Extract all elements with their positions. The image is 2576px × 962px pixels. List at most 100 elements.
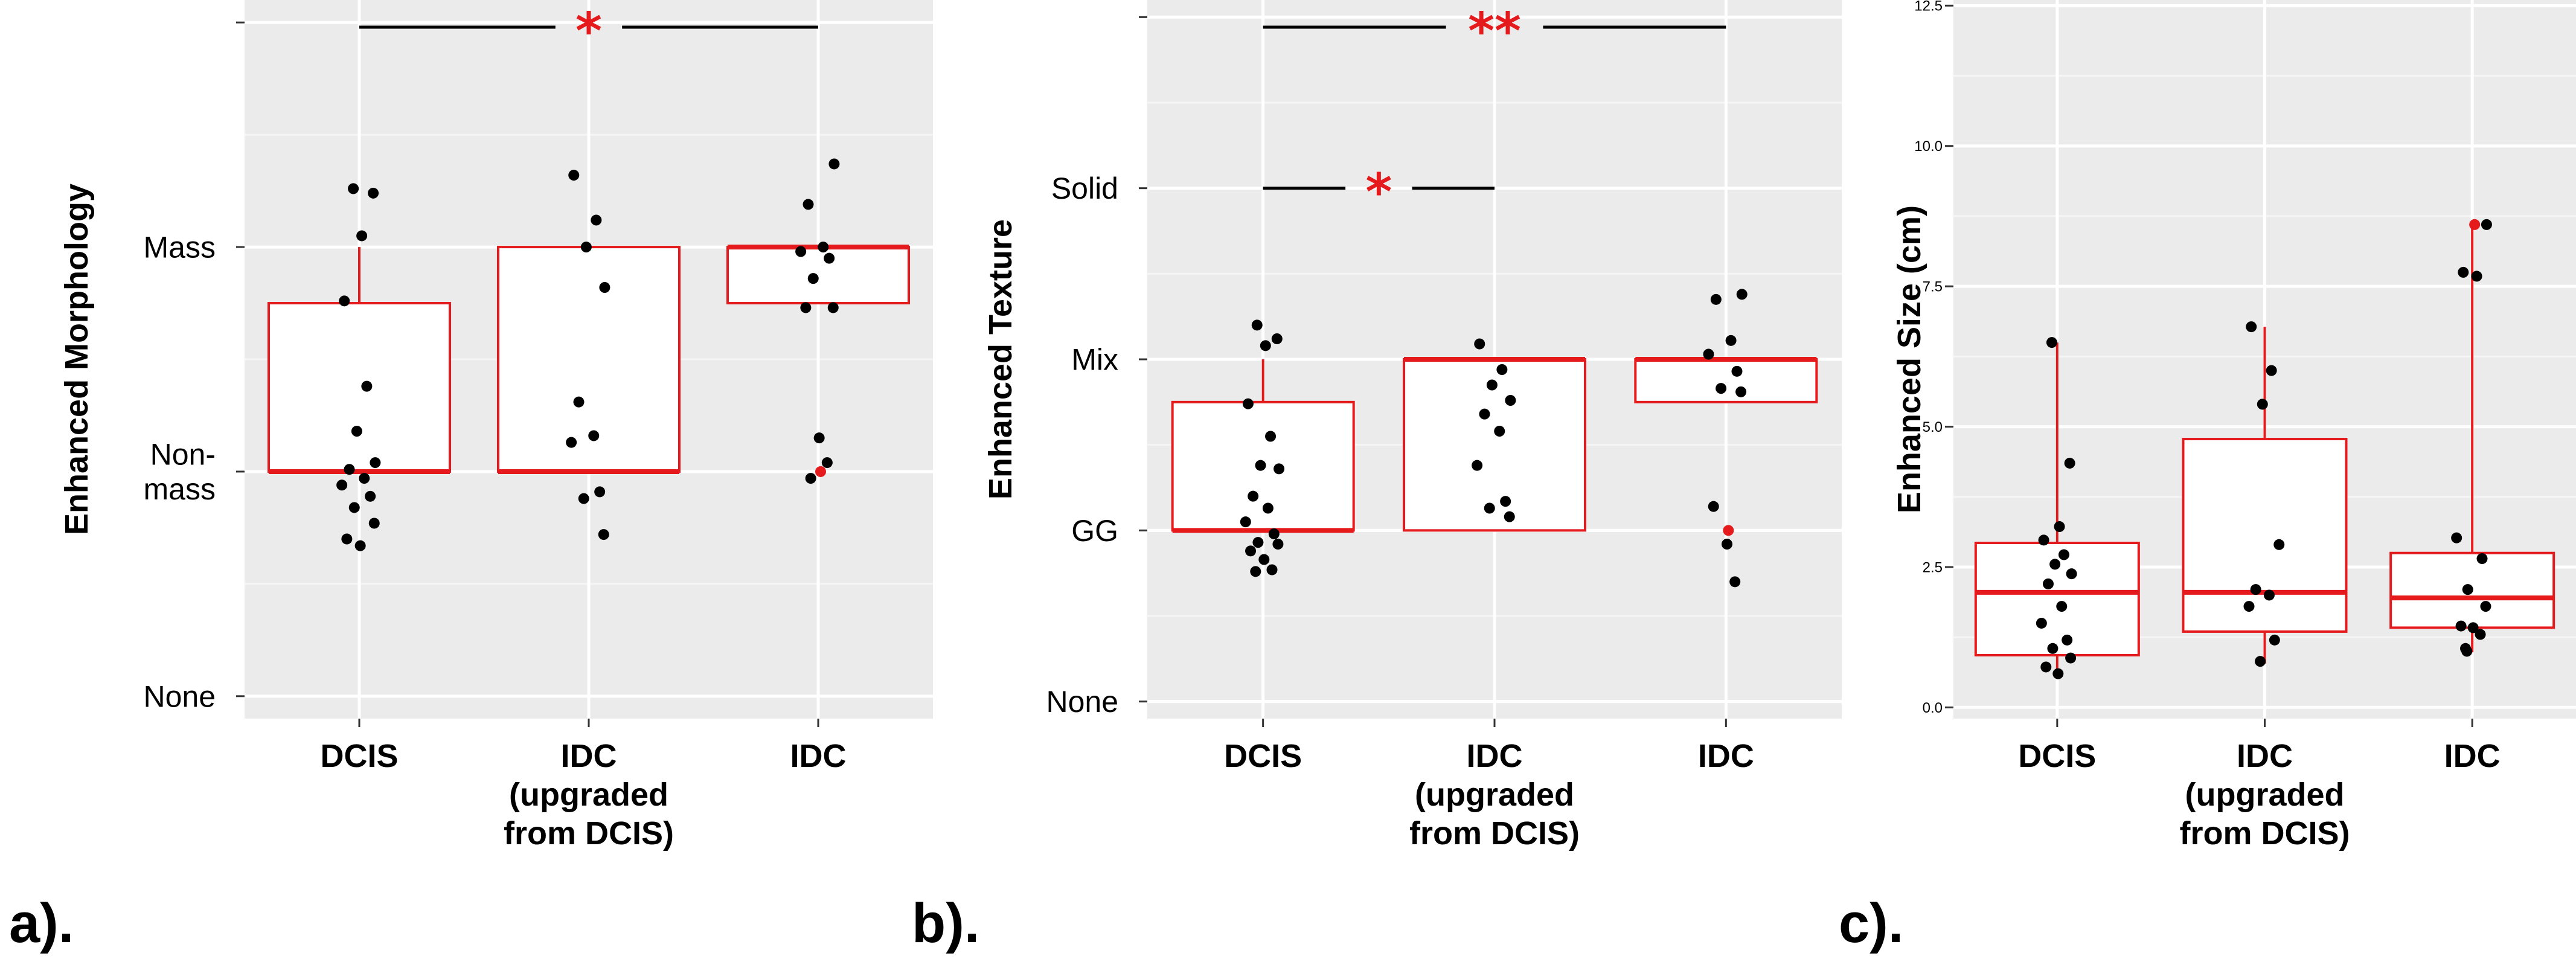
- y-tick-label: Solid: [1051, 172, 1118, 205]
- data-point: [1252, 537, 1264, 548]
- data-point: [365, 490, 376, 502]
- data-point: [2250, 584, 2261, 595]
- data-point: [573, 396, 585, 408]
- x-category-label: IDC: [1698, 738, 1754, 774]
- y-tick-label: Mass: [144, 231, 216, 265]
- data-point: [1721, 539, 1732, 550]
- data-point: [2273, 539, 2285, 550]
- box: [726, 246, 910, 305]
- data-point: [1274, 463, 1285, 475]
- significance-star: *: [575, 1, 602, 60]
- y-tick-label: 10.0: [1914, 138, 1943, 155]
- y-tick-label: GG: [1071, 514, 1118, 548]
- data-point: [800, 302, 812, 313]
- data-point: [2052, 668, 2064, 679]
- data-point: [368, 518, 380, 529]
- data-point: [1474, 338, 1485, 350]
- data-point: [2042, 578, 2054, 589]
- data-point: [2054, 521, 2065, 533]
- data-point: [2455, 620, 2467, 632]
- data-point: [2049, 559, 2061, 570]
- data-point: [1484, 502, 1495, 514]
- data-point: [368, 187, 379, 199]
- data-point: [2036, 617, 2047, 629]
- y-tick-label: Mix: [1071, 343, 1118, 377]
- y-tick-label: 5.0: [1923, 419, 1943, 435]
- data-point: [805, 473, 816, 484]
- box: [268, 302, 451, 473]
- x-category-label: DCIS: [320, 738, 398, 774]
- data-point: [1258, 554, 1270, 565]
- data-point: [1496, 364, 1508, 375]
- outlier-point: [815, 466, 826, 477]
- data-point: [1725, 335, 1737, 346]
- significance-star: **: [1468, 1, 1521, 60]
- data-point: [1240, 516, 1251, 528]
- data-point: [818, 242, 829, 253]
- data-point: [568, 170, 580, 181]
- x-category-label: from DCIS): [1409, 815, 1580, 851]
- data-point: [1242, 398, 1254, 409]
- data-point: [2480, 601, 2491, 612]
- data-point: [2065, 652, 2077, 664]
- data-point: [361, 380, 373, 392]
- data-point: [1731, 365, 1743, 377]
- y-axis-title: Enhanced Texture: [982, 219, 1019, 499]
- x-category-label: IDC: [2237, 738, 2293, 774]
- data-point: [348, 183, 359, 194]
- x-category-label: IDC: [561, 738, 617, 774]
- y-tick-label: 7.5: [1923, 279, 1943, 295]
- data-point: [2243, 601, 2255, 612]
- data-point: [348, 502, 360, 513]
- data-point: [336, 479, 348, 491]
- data-point: [2475, 629, 2486, 640]
- x-category-label: DCIS: [2018, 738, 2096, 774]
- data-point: [2266, 365, 2277, 376]
- data-point: [1716, 383, 1727, 394]
- box: [2182, 438, 2348, 633]
- x-category-label: (upgraded: [1415, 777, 1574, 813]
- data-point: [2257, 399, 2268, 410]
- data-point: [341, 533, 353, 545]
- y-tick-label: Non-: [150, 438, 216, 472]
- data-point: [827, 302, 839, 313]
- data-point: [1251, 319, 1263, 331]
- data-point: [1248, 490, 1259, 502]
- x-category-label: IDC: [790, 738, 847, 774]
- data-point: [2263, 589, 2275, 601]
- data-point: [1245, 545, 1257, 557]
- data-point: [2471, 271, 2482, 282]
- data-point: [594, 486, 606, 498]
- data-point: [1266, 564, 1278, 576]
- x-category-label: IDC: [1467, 738, 1523, 774]
- data-point: [1479, 408, 1490, 420]
- data-point: [2461, 646, 2473, 657]
- data-point: [824, 252, 835, 264]
- panel-label: b).: [912, 893, 979, 954]
- data-point: [1271, 333, 1283, 344]
- data-point: [2481, 219, 2492, 230]
- y-tick-label: None: [1046, 685, 1118, 719]
- data-point: [1736, 289, 1748, 300]
- y-tick-label: mass: [144, 472, 216, 506]
- data-point: [1500, 496, 1511, 507]
- data-point: [803, 199, 814, 210]
- y-tick-label: 2.5: [1923, 559, 1943, 576]
- panel-label: a).: [9, 893, 74, 954]
- data-point: [356, 230, 368, 242]
- data-point: [598, 529, 609, 540]
- data-point: [2458, 266, 2469, 278]
- data-point: [807, 273, 819, 284]
- box: [497, 246, 681, 473]
- y-tick-label: None: [143, 679, 216, 713]
- data-point: [1735, 386, 1747, 397]
- data-point: [2467, 622, 2479, 633]
- box: [1634, 358, 1818, 403]
- data-point: [2269, 634, 2280, 646]
- data-point: [1272, 539, 1284, 550]
- x-category-label: DCIS: [1224, 738, 1302, 774]
- x-category-label: IDC: [2444, 738, 2501, 774]
- data-point: [1250, 566, 1261, 577]
